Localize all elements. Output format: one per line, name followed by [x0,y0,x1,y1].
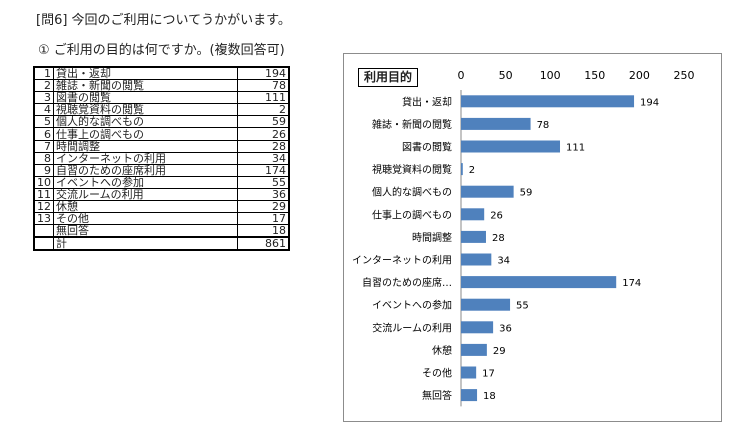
category-label: 仕事上の調べもの [372,208,452,221]
table-total-row: 計 861 [33,236,290,251]
table-row: 13 その他 17 [33,212,290,226]
data-label: 78 [537,120,550,131]
bar [461,163,463,176]
x-tick-label: 0 [458,69,465,82]
bar [461,230,486,243]
total-label: 計 [53,236,238,251]
category-label: 雑誌・新聞の閲覧 [372,118,452,131]
bar [461,366,477,379]
table-row: 5 個人的な調べもの 59 [33,115,290,129]
data-label: 29 [493,346,506,357]
data-label: 194 [640,97,659,108]
data-label: 28 [492,233,505,244]
category-label: 個人的な調べもの [372,186,452,199]
chart-title: 利用目的 [358,68,418,87]
data-label: 2 [469,165,475,176]
category-label: 無回答 [422,389,452,402]
bar [461,276,617,289]
bar [461,343,487,356]
data-label: 174 [622,278,641,289]
data-label: 36 [499,323,512,334]
bar [461,208,485,221]
category-label: 自習のための座席… [362,276,452,289]
bar [461,389,478,402]
sub-question: ① ご利用の目的は何ですか。(複数回答可) [38,43,285,58]
chart-frame [343,53,722,422]
data-label: 55 [516,301,529,312]
category-label: 図書の閲覧 [402,141,452,154]
total-value: 861 [237,236,290,251]
table-row: 6 仕事上の調べもの 26 [33,127,290,141]
table-row: 2 雑誌・新聞の閲覧 78 [33,79,290,93]
category-label: イベントへの参加 [372,299,452,312]
row-number: 13 [33,212,54,226]
table-row: 8 インターネットの利用 34 [33,151,290,165]
question-title: [問6] 今回のご利用についてうかがいます。 [36,13,291,28]
category-label: 休憩 [432,344,452,357]
table-row: 1 貸出・返却 194 [33,66,290,81]
response-table: 1 貸出・返却 194 2 雑誌・新聞の閲覧 78 3 図書の閲覧 111 4 視聴覚資料の閲覧 2 5… [33,66,290,252]
bar [461,321,494,334]
x-tick-label: 250 [674,69,695,82]
category-label: インターネットの利用 [352,255,452,267]
bar [461,95,635,108]
row-value: 17 [237,212,290,226]
x-tick-label: 200 [629,69,650,82]
bar [461,140,561,153]
data-label: 26 [490,210,503,221]
data-label: 34 [497,256,510,267]
category-label: 交流ルームの利用 [372,321,452,334]
category-label: その他 [422,367,452,380]
table-row: 10 イベントへの参加 55 [33,175,290,189]
bar [461,298,511,311]
data-label: 59 [520,188,533,199]
bar [461,117,531,130]
data-label: 17 [482,369,495,380]
data-label: 111 [566,143,585,154]
x-tick-label: 50 [499,69,513,82]
row-label: その他 [53,212,238,226]
category-label: 貸出・返却 [402,95,452,108]
bar [461,253,492,266]
x-tick-label: 100 [540,69,561,82]
bar [461,185,514,198]
category-label: 時間調整 [412,231,452,244]
x-tick-label: 150 [584,69,605,82]
category-label: 視聴覚資料の閲覧 [372,163,452,176]
data-label: 18 [483,391,496,402]
